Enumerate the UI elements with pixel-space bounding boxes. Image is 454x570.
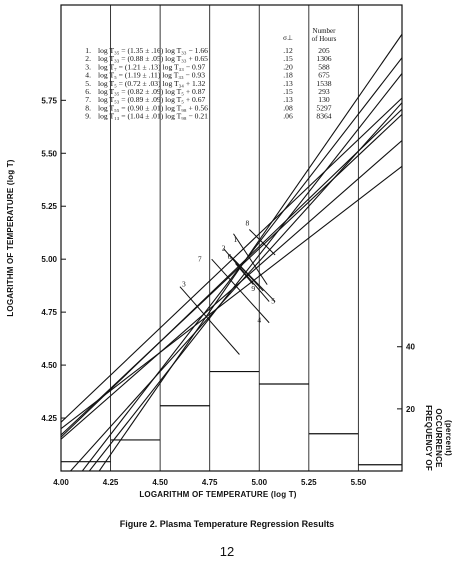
table-header-hours-line-1: Number <box>313 27 337 35</box>
x-axis-title: LOGARITHM OF TEMPERATURE (log T) <box>139 490 296 499</box>
equation-sigma: .06 <box>283 112 293 121</box>
y-tick-label: 4.25 <box>41 414 57 423</box>
equation-hours: 1538 <box>316 79 331 88</box>
equation-number: 7. <box>85 95 91 104</box>
y-tick-label: 4.50 <box>41 361 57 370</box>
equation-sigma: .15 <box>283 54 293 63</box>
line-label-7: 7 <box>198 254 202 263</box>
y-tick-label: 4.75 <box>41 308 57 317</box>
equation-text: log T₅₅ = (0.90 ± .01) log T₉₈ + 0.56 <box>98 103 208 112</box>
equation-number: 2. <box>85 54 91 63</box>
uncertainty-segment <box>233 258 264 292</box>
equation-sigma: .08 <box>283 103 293 112</box>
equation-number: 4. <box>85 71 91 80</box>
uncertainty-segment <box>223 248 270 302</box>
regression-line-3 <box>81 57 402 471</box>
equation-hours: 205 <box>318 46 330 55</box>
x-tick-label: 5.50 <box>351 478 367 487</box>
equation-text: log T₃₃ = (0.88 ± .05) log T₃₃ + 0.65 <box>98 54 208 63</box>
uncertainty-segment <box>233 233 268 285</box>
equation-text: log T₇ = (1.21 ± .13) log T₃₃ − 0.97 <box>98 62 206 71</box>
equation-hours: 588 <box>318 62 330 71</box>
equation-sigma: .15 <box>283 87 293 96</box>
line-label-9: 9 <box>251 284 255 293</box>
x-tick-label: 4.25 <box>103 478 119 487</box>
y-tick-label: 5.00 <box>41 255 57 264</box>
equation-sigma: .12 <box>283 46 293 55</box>
equation-text: log T₃₅ = (0.82 ± .09) log T₅ + 0.87 <box>98 87 206 96</box>
equation-number: 5. <box>85 79 91 88</box>
y-tick-label: 5.50 <box>41 149 57 158</box>
equation-sigma: .13 <box>283 79 293 88</box>
regression-line-1 <box>98 33 402 471</box>
uncertainty-segment <box>248 229 276 256</box>
equation-sigma: .18 <box>283 71 293 80</box>
page-number: 12 <box>219 544 235 559</box>
x-tick-label: 4.00 <box>53 478 69 487</box>
equation-text: log T₅ = (1.19 ± .11) log T₃₃ − 0.93 <box>98 71 205 80</box>
x-tick-label: 4.75 <box>202 478 218 487</box>
equation-hours: 5297 <box>316 103 331 112</box>
x-tick-label: 5.00 <box>251 478 267 487</box>
uncertainty-segment <box>235 263 254 285</box>
table-header-hours-line-2: of Hours <box>312 35 337 43</box>
uncertainty-segment <box>211 258 270 324</box>
equation-sigma: .13 <box>283 95 293 104</box>
y-axis-title: LOGARITHM OF TEMPERATURE (log T) <box>6 159 15 316</box>
y-tick-label: 5.75 <box>41 96 57 105</box>
y2-axis-title-line-3: (percent) <box>444 420 453 456</box>
equation-number: 9. <box>85 112 91 121</box>
line-label-2: 2 <box>222 244 226 253</box>
equation-number: 1. <box>85 46 91 55</box>
equation-number: 8. <box>85 103 91 112</box>
plot-frame <box>60 4 403 472</box>
y-tick-label: 5.25 <box>41 202 57 211</box>
equation-number: 3. <box>85 62 91 71</box>
equation-text: log T₅ = (0.72 ± .03) log T₃₄ + 1.32 <box>98 79 206 88</box>
regression-line-5 <box>61 165 402 430</box>
equation-sigma: .20 <box>283 62 293 71</box>
figure-caption: Figure 2. Plasma Temperature Regression … <box>119 519 335 529</box>
line-label-3: 3 <box>182 280 186 289</box>
equation-text: log T₃₅ = (1.35 ± .16) log T₃₃ − 1.66 <box>98 46 208 55</box>
table-header-sigma: σ⊥ <box>283 34 293 42</box>
equation-text: log T₅₃ = (0.89 ± .09) log T₅ + 0.67 <box>98 95 206 104</box>
equation-number: 6. <box>85 87 91 96</box>
regression-line-9 <box>69 102 402 471</box>
equation-hours: 8364 <box>316 112 331 121</box>
equation-hours: 675 <box>318 71 330 80</box>
y2-tick-label: 20 <box>406 405 415 414</box>
regression-line-2 <box>61 113 402 436</box>
regression-line-8 <box>61 108 402 438</box>
equation-hours: 1306 <box>316 54 331 63</box>
y2-axis-title-line-2: OCCURRENCE <box>434 408 443 468</box>
regression-line-7 <box>61 97 402 423</box>
line-label-1: 1 <box>234 235 238 244</box>
x-tick-label: 5.25 <box>301 478 317 487</box>
regression-chart: 4.00 4.25 4.50 4.75 5.00 5.25 5.504.254.504.75… <box>6 4 453 499</box>
uncertainty-segment <box>179 286 240 355</box>
regression-line-6 <box>61 140 402 440</box>
line-label-6: 6 <box>228 252 232 261</box>
line-label-8: 8 <box>245 218 249 227</box>
x-tick-label: 4.50 <box>152 478 168 487</box>
line-label-5: 5 <box>271 297 275 306</box>
equation-hours: 130 <box>318 95 330 104</box>
equation-text: log T₁₃ = (1.04 ± .01) log T₉₈ − 0.21 <box>98 112 208 121</box>
y2-tick-label: 40 <box>406 343 415 352</box>
line-label-4: 4 <box>257 316 261 325</box>
y2-axis-title-line-1: FREQUENCY OF <box>424 405 433 471</box>
equation-hours: 293 <box>318 87 330 96</box>
